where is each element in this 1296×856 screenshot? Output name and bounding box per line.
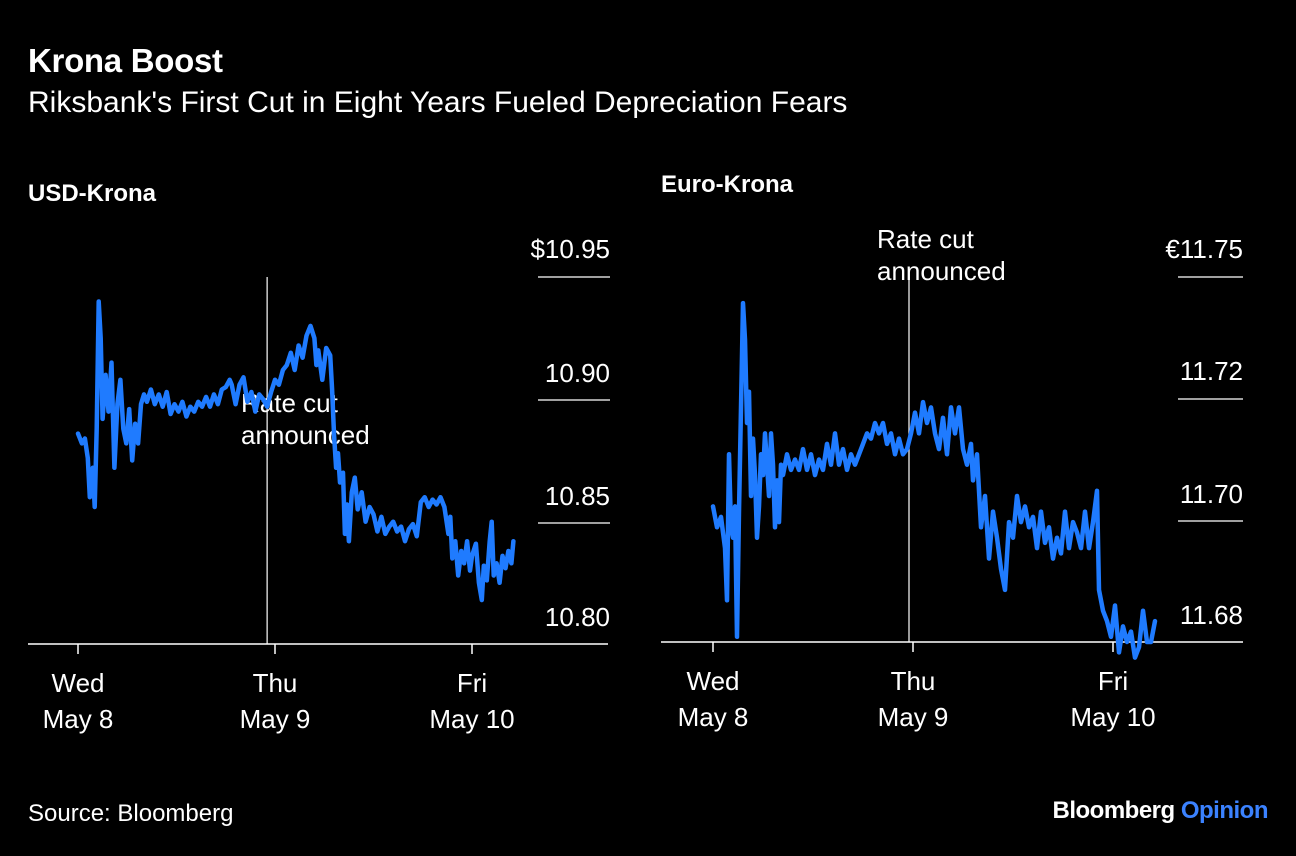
x-tick-label: May 9 (878, 702, 949, 732)
x-tick-label: Fri (1098, 666, 1128, 696)
euro-krona-chart: €11.75 11.72 11.70 11.68 Wed May 8 Thu May 9 Fri… (661, 224, 1243, 732)
brand-main: Bloomberg (1052, 797, 1176, 824)
y-tick-label: 10.80 (545, 602, 610, 632)
y-tick-label: 10.90 (545, 358, 610, 388)
annotation-label: announced (241, 420, 370, 450)
brand-accent: Opinion (1180, 797, 1269, 824)
euro-krona-chart-title: Euro-Krona (661, 171, 793, 198)
y-tick-label: €11.75 (1165, 234, 1243, 264)
x-tick-label: Fri (457, 668, 487, 698)
usd-krona-chart-title: USD-Krona (28, 180, 157, 207)
x-tick-label: Thu (253, 668, 298, 698)
x-tick-label: May 8 (678, 702, 749, 732)
x-tick-label: May 8 (43, 704, 114, 734)
x-tick-label: Wed (52, 668, 105, 698)
page-title: Krona Boost (28, 42, 223, 79)
brand-logo: Bloomberg Opinion (1053, 797, 1269, 825)
y-tick-label: 10.85 (545, 481, 610, 511)
y-tick-label: $10.95 (530, 234, 610, 264)
source-note: Source: Bloomberg (28, 800, 234, 827)
series-line (710, 300, 1158, 660)
y-tick-label: 11.68 (1180, 600, 1243, 630)
x-tick-label: May 10 (429, 704, 514, 734)
annotation-label: announced (877, 256, 1006, 286)
series-line (75, 299, 516, 603)
x-tick-label: May 9 (240, 704, 311, 734)
x-tick-label: Thu (891, 666, 936, 696)
y-tick-label: 11.70 (1180, 479, 1243, 509)
x-tick-label: Wed (687, 666, 740, 696)
y-tick-label: 11.72 (1180, 356, 1243, 386)
x-tick-label: May 10 (1070, 702, 1155, 732)
usd-krona-chart: $10.95 10.90 10.85 10.80 Wed May 8 Thu May 9 Fri… (28, 234, 610, 734)
page-subtitle: Riksbank's First Cut in Eight Years Fuel… (28, 86, 848, 119)
annotation-label: Rate cut (877, 224, 975, 254)
